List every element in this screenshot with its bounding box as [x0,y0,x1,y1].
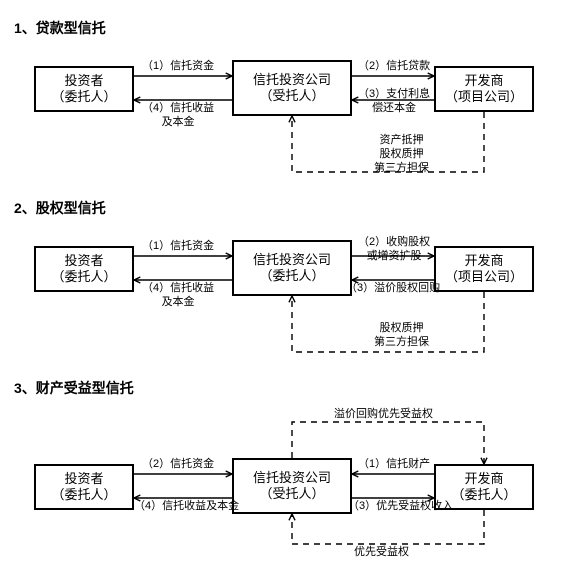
node-trust: 信托投资公司（委托人） [232,240,352,296]
edge-arrowhead [289,514,295,520]
edge-label: （4）信托收益 及本金 [142,282,214,310]
edge-label: （3）溢价股权回购 [346,282,440,296]
section-title: 2、股权型信托 [14,198,559,218]
edge-label: （1）信托财产 [358,458,430,472]
diagram: 投资者（委托人）信托投资公司（受托人）开发商（委托人）（2）信托资金（4）信托收… [14,402,559,562]
node-line2: （委托人） [51,89,116,105]
node-line2: （委托人） [51,269,116,285]
node-investor: 投资者（委托人） [34,66,134,112]
node-line1: 投资者 [64,73,103,89]
edge-label: （2）收购股权 或增资扩股 [358,236,430,264]
node-line2: （项目公司） [445,269,523,285]
edge-label: （4）信托收益 及本金 [142,102,214,130]
node-line2: （受托人） [259,486,324,502]
edge-label: 股权质押 第三方担保 [374,322,429,350]
node-line1: 开发商 [464,253,503,269]
node-trust: 信托投资公司（受托人） [232,60,352,116]
edge-label: （3）支付利息 偿还本金 [358,88,430,116]
edge-label: （2）信托贷款 [358,60,430,74]
node-trust: 信托投资公司（受托人） [232,458,352,514]
node-investor: 投资者（委托人） [34,246,134,292]
edge-label: （3）优先受益权收入 [348,500,453,514]
node-line1: 信托投资公司 [253,470,331,486]
edge-label: 溢价回购优先受益权 [334,408,433,422]
node-line2: （委托人） [51,487,116,503]
node-line2: （项目公司） [445,89,523,105]
node-investor: 投资者（委托人） [34,464,134,510]
edge-label: （1）信托资金 [142,60,214,74]
node-line2: （受托人） [259,88,324,104]
edge-label: （4）信托收益及本金 [134,500,239,514]
node-line2: （委托人） [451,487,516,503]
node-line1: 投资者 [64,471,103,487]
node-dev: 开发商（项目公司） [434,66,534,112]
node-line1: 投资者 [64,253,103,269]
section-title: 3、财产受益型信托 [14,378,559,398]
node-line1: 信托投资公司 [253,72,331,88]
diagram: 投资者（委托人） 信托投资公司（受托人） 开发商（项目公司） （1）信托资金 （4）信托… [14,42,559,192]
edge-label: （2）信托资金 [142,458,214,472]
edge [292,510,484,544]
edge-label: （1）信托资金 [142,240,214,254]
edge-label: 优先受益权 [354,546,409,560]
node-line1: 开发商 [464,73,503,89]
edge-label: 资产抵押 股权质押 第三方担保 [374,134,429,175]
node-line1: 开发商 [464,471,503,487]
section-title: 1、贷款型信托 [14,18,559,38]
node-line2: （委托人） [259,268,324,284]
node-dev: 开发商（项目公司） [434,246,534,292]
node-line1: 信托投资公司 [253,252,331,268]
diagram: 投资者（委托人）信托投资公司（委托人）开发商（项目公司）（1）信托资金（4）信托… [14,222,559,372]
